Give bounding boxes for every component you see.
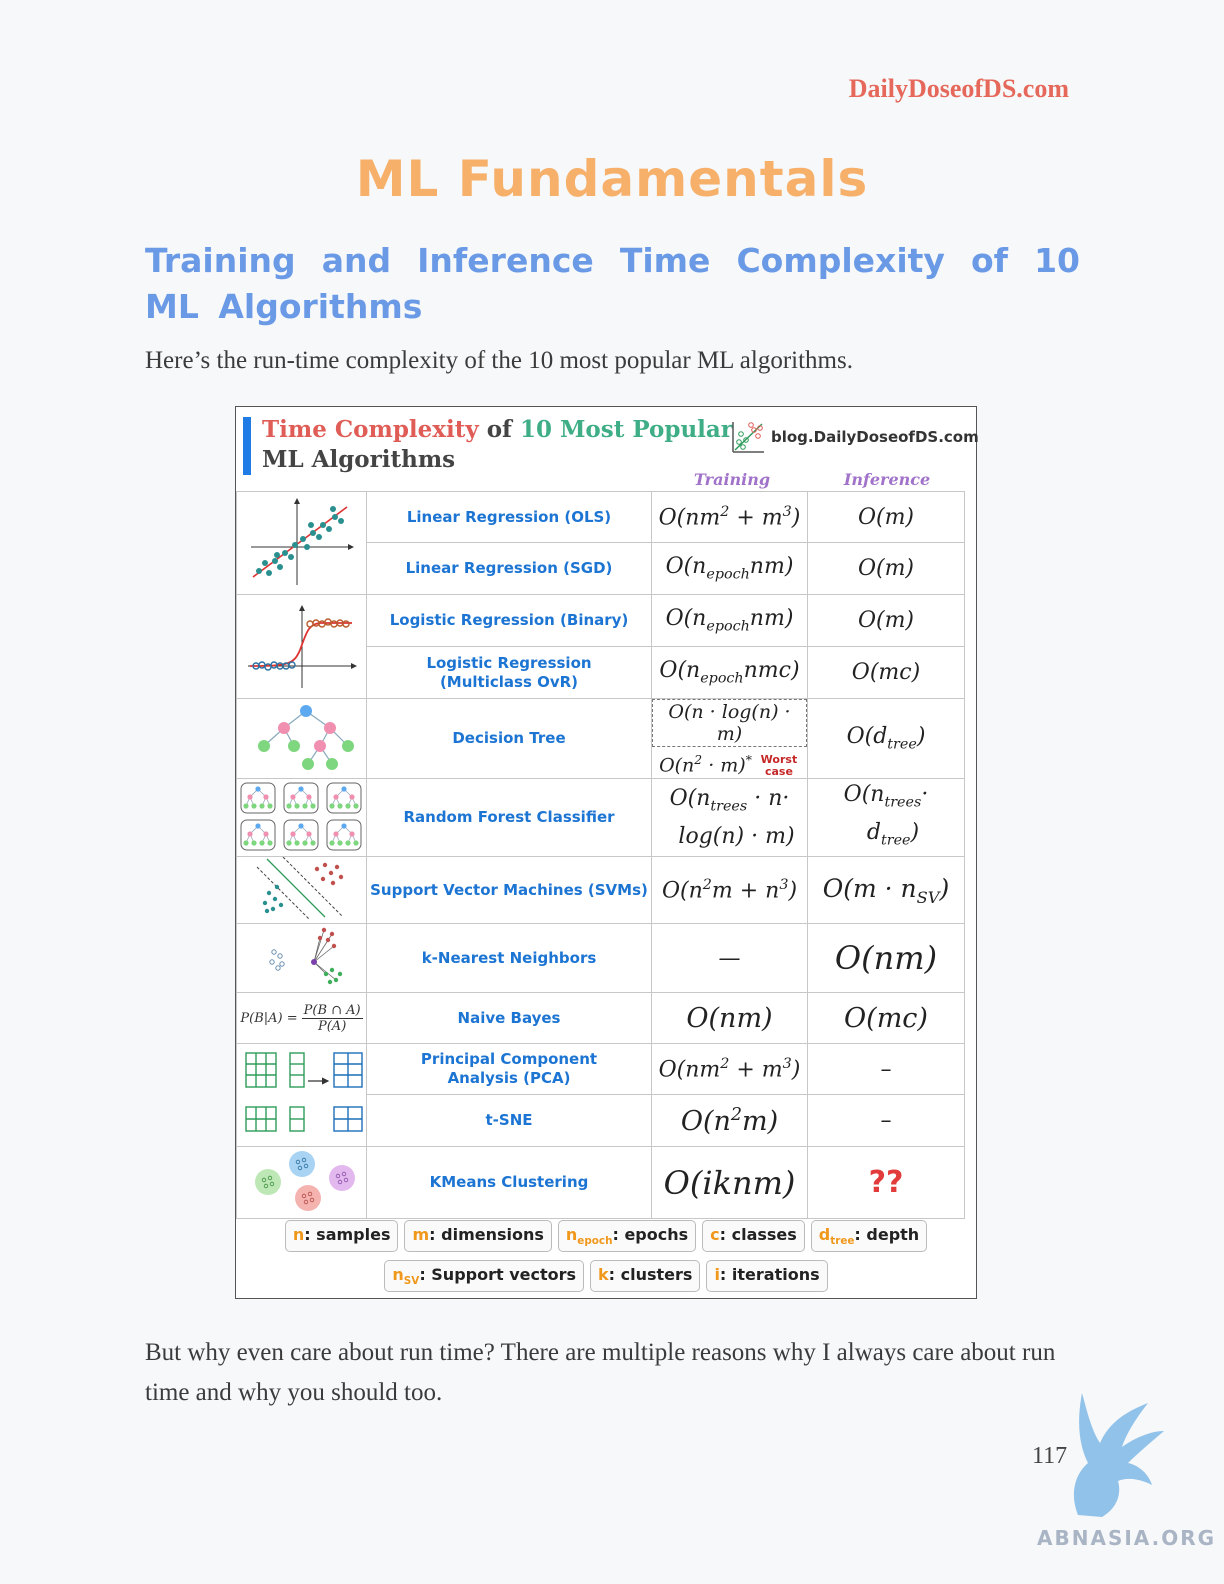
sigmoid-plot-icon bbox=[236, 594, 367, 699]
training-complexity: O(ntrees · n· log(n) · m) bbox=[651, 778, 808, 858]
page-number: 117 bbox=[1032, 1443, 1068, 1469]
legend-item: m: dimensions bbox=[404, 1220, 552, 1253]
training-complexity: O(nepochnm) bbox=[651, 542, 808, 595]
linear-regression-plot-icon bbox=[236, 491, 367, 595]
complexity-table: Linear Regression (OLS) O(nm2 + m3) O(m)… bbox=[236, 491, 965, 1220]
table-row: Support Vector Machines (SVMs) O(n2m + n… bbox=[236, 856, 965, 925]
knn-icon bbox=[236, 923, 367, 994]
algorithm-name: Linear Regression (OLS) bbox=[366, 491, 652, 543]
worst-case-note: Worst case bbox=[760, 753, 798, 779]
legend-item: nSV: Support vectors bbox=[384, 1260, 585, 1293]
table-row: k-Nearest Neighbors — O(nm) bbox=[236, 923, 965, 994]
inference-complexity: O(m) bbox=[807, 594, 965, 647]
table-row: Logistic Regression (Multiclass OvR) O(n… bbox=[237, 646, 965, 699]
legend-item: c: classes bbox=[702, 1220, 805, 1253]
table-row: Linear Regression (OLS) O(nm2 + m3) O(m) bbox=[236, 491, 965, 595]
decision-tree-icon bbox=[236, 697, 367, 780]
training-complexity: O(nepochnm) bbox=[651, 594, 808, 647]
inference-complexity: O(mc) bbox=[807, 646, 965, 699]
figure-title: Time Complexity of 10 Most Popular ML Al… bbox=[262, 416, 733, 473]
intro-paragraph: Here’s the run-time complexity of the 10… bbox=[145, 347, 853, 374]
brand: blog.DailyDoseofDS.com bbox=[730, 420, 979, 454]
legend-row-1: n: samples m: dimensions nepoch: epochs … bbox=[236, 1220, 976, 1253]
clusters-icon bbox=[236, 1146, 367, 1220]
accent-bar bbox=[243, 417, 251, 475]
algorithm-name: Principal Component Analysis (PCA) bbox=[366, 1043, 652, 1096]
griffin-logo-icon bbox=[1073, 1393, 1164, 1517]
training-complexity: O(n2m + n3) bbox=[651, 856, 808, 925]
training-complexity: O(n · log(n) · m) O(n2 · m)* Worst case bbox=[651, 697, 808, 780]
algorithm-name: Random Forest Classifier bbox=[366, 778, 652, 858]
inference-complexity: O(m) bbox=[807, 542, 965, 595]
inference-complexity: O(nm) bbox=[807, 923, 965, 994]
section-heading: Training and Inference Time Complexity o… bbox=[145, 241, 1080, 326]
inference-complexity: O(m · nSV) bbox=[807, 856, 965, 925]
algorithm-name: Naive Bayes bbox=[366, 992, 652, 1045]
inference-complexity: O(dtree) bbox=[807, 697, 965, 780]
table-row: Principal Component Analysis (PCA) O(nm2… bbox=[236, 1043, 965, 1148]
table-row: Random Forest Classifier O(ntrees · n· l… bbox=[236, 778, 965, 858]
algorithm-name: KMeans Clustering bbox=[366, 1146, 652, 1220]
table-row: Linear Regression (SGD) O(nepochnm) O(m) bbox=[237, 542, 965, 595]
legend-item: dtree: depth bbox=[810, 1220, 928, 1253]
training-complexity: O(nepochnmc) bbox=[651, 646, 808, 699]
body-paragraph: But why even care about run time? There … bbox=[145, 1339, 1056, 1406]
legend-item: n: samples bbox=[284, 1220, 399, 1253]
scatter-logo-icon bbox=[732, 422, 764, 453]
bayes-formula-icon: P(B|A) = P(B ∩ A) P(A) bbox=[236, 992, 367, 1045]
training-complexity: O(iknm) bbox=[651, 1146, 808, 1220]
legend-item: i: iterations bbox=[706, 1260, 828, 1293]
table-row: KMeans Clustering O(iknm) ?? bbox=[236, 1146, 965, 1220]
inference-complexity: O(ntrees· dtree) bbox=[807, 778, 965, 858]
random-forest-icon bbox=[236, 778, 367, 858]
legend-row-2: nSV: Support vectors k: clusters i: iter… bbox=[236, 1260, 976, 1293]
inference-complexity: ?? bbox=[807, 1146, 965, 1220]
page-title: ML Fundamentals bbox=[355, 150, 869, 208]
inference-complexity: – bbox=[807, 1043, 965, 1096]
legend-item: nepoch: epochs bbox=[557, 1220, 697, 1253]
table-row: Logistic Regression (Binary) O(nepochnm)… bbox=[236, 594, 965, 699]
complexity-figure: Time Complexity of 10 Most Popular ML Al… bbox=[235, 406, 979, 1299]
inference-complexity: O(m) bbox=[807, 491, 965, 543]
training-complexity: O(nm2 + m3) bbox=[651, 1043, 808, 1096]
inference-column-header: Inference bbox=[843, 470, 931, 489]
dimensionality-reduction-icon bbox=[236, 1043, 367, 1148]
algorithm-name: Logistic Regression (Multiclass OvR) bbox=[366, 646, 652, 699]
site-url: DailyDoseofDS.com bbox=[848, 74, 1069, 103]
training-complexity: O(nm2 + m3) bbox=[651, 491, 808, 543]
svm-icon bbox=[236, 856, 367, 925]
training-complexity: O(nm) bbox=[651, 992, 808, 1045]
table-row: Decision Tree O(n · log(n) · m) O(n2 · m… bbox=[236, 697, 965, 780]
algorithm-name: Logistic Regression (Binary) bbox=[366, 594, 652, 647]
algorithm-name: t-SNE bbox=[366, 1094, 652, 1148]
watermark: ABNASIA.ORG bbox=[1037, 1526, 1217, 1550]
legend-item: k: clusters bbox=[590, 1260, 701, 1293]
inference-complexity: O(mc) bbox=[807, 992, 965, 1045]
inference-complexity: – bbox=[807, 1094, 965, 1148]
training-column-header: Training bbox=[693, 470, 771, 489]
training-complexity: — bbox=[651, 923, 808, 994]
algorithm-name: k-Nearest Neighbors bbox=[366, 923, 652, 994]
table-row: P(B|A) = P(B ∩ A) P(A) Naive Bayes O(nm)… bbox=[236, 992, 965, 1045]
algorithm-name: Decision Tree bbox=[366, 697, 652, 780]
algorithm-name: Linear Regression (SGD) bbox=[366, 542, 652, 595]
training-complexity: O(n2m) bbox=[651, 1094, 808, 1148]
algorithm-name: Support Vector Machines (SVMs) bbox=[366, 856, 652, 925]
